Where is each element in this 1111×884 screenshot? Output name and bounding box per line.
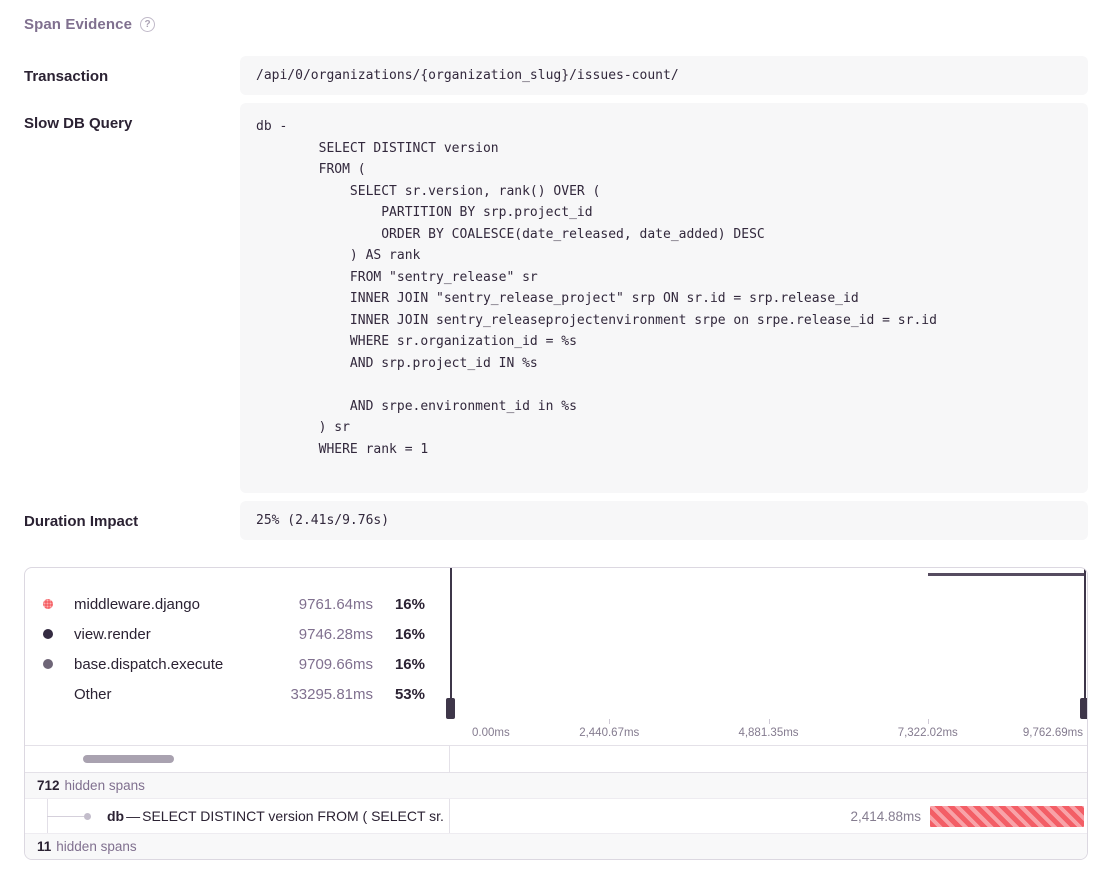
minimap-left-grip-icon <box>446 698 455 719</box>
legend-duration: 9746.28ms <box>298 625 373 643</box>
legend-percent: 16% <box>394 655 425 673</box>
legend-dot-spacer <box>43 689 53 699</box>
scrollbar-thumb[interactable] <box>83 755 174 763</box>
legend-duration: 33295.81ms <box>290 685 373 703</box>
axis-tick-mark <box>927 719 929 724</box>
span-legend: middleware.django 9761.64ms 16% view.ren… <box>25 568 450 745</box>
scrollbar-track[interactable] <box>25 746 450 772</box>
transaction-value: /api/0/organizations/{organization_slug}… <box>240 56 1088 95</box>
evidence-row-transaction: Transaction /api/0/organizations/{organi… <box>24 56 1088 95</box>
legend-op-name: view.render <box>74 625 151 643</box>
scrollbar-row <box>25 746 1087 773</box>
evidence-row-duration-impact: Duration Impact 25% (2.41s/9.76s) <box>24 501 1088 540</box>
hidden-spans-count: 712 <box>37 778 60 793</box>
legend-op-name: base.dispatch.execute <box>74 655 224 673</box>
legend-dot-icon <box>43 599 53 609</box>
duration-impact-value: 25% (2.41s/9.76s) <box>240 501 1088 540</box>
legend-row-middleware-django: middleware.django 9761.64ms 16% <box>43 589 425 619</box>
legend-percent: 16% <box>394 625 425 643</box>
span-tree-row-db[interactable]: db — SELECT DISTINCT version FROM ( SELECT… <box>25 799 1087 833</box>
waterfall-header: middleware.django 9761.64ms 16% view.ren… <box>25 568 1087 746</box>
span-waterfall-card: middleware.django 9761.64ms 16% view.ren… <box>24 567 1088 860</box>
axis-tick-mark <box>609 719 611 724</box>
span-description-text: SELECT DISTINCT version FROM ( SELECT sr… <box>142 808 444 824</box>
legend-dot-icon <box>43 659 53 669</box>
hidden-spans-row-bottom: 11 hidden spans <box>25 833 1087 859</box>
duration-impact-label: Duration Impact <box>24 513 139 530</box>
legend-row-other: Other 33295.81ms 53% <box>43 679 425 709</box>
hidden-spans-row-top: 712 hidden spans <box>25 773 1087 799</box>
span-separator: — <box>126 808 141 824</box>
legend-dot-icon <box>43 629 53 639</box>
span-row-bar-cell: 2,414.88ms <box>450 799 1087 833</box>
span-op: db <box>107 808 125 824</box>
span-row-description-cell: db — SELECT DISTINCT version FROM ( SELECT… <box>25 799 450 833</box>
span-duration-label: 2,414.88ms <box>850 808 921 824</box>
help-icon[interactable]: ? <box>140 17 156 32</box>
evidence-row-slow-db-query: Slow DB Query db - SELECT DISTINCT versi… <box>24 103 1088 493</box>
sql-query-text: db - SELECT DISTINCT version FROM ( SELE… <box>256 119 937 457</box>
axis-label: 0.00ms <box>472 727 510 739</box>
minimap-right-handle[interactable] <box>1080 568 1087 719</box>
time-axis: 0.00ms 2,440.67ms 4,881.35ms 7,322.02ms … <box>450 719 1087 745</box>
legend-duration: 9761.64ms <box>298 595 373 613</box>
legend-percent: 53% <box>394 685 425 703</box>
axis-label: 9,762.69ms <box>1022 727 1083 739</box>
hidden-spans-count: 11 <box>37 839 52 854</box>
axis-label: 4,881.35ms <box>738 727 799 739</box>
minimap-right-grip-icon <box>1080 698 1087 719</box>
hidden-spans-text: hidden spans <box>64 778 145 793</box>
span-minimap[interactable]: 0.00ms 2,440.67ms 4,881.35ms 7,322.02ms … <box>446 568 1087 745</box>
legend-op-name: middleware.django <box>74 595 200 613</box>
minimap-span-line <box>928 573 1085 576</box>
slow-db-query-value: db - SELECT DISTINCT version FROM ( SELE… <box>240 103 1088 493</box>
transaction-label: Transaction <box>24 68 109 85</box>
axis-label: 7,322.02ms <box>897 727 958 739</box>
legend-op-name: Other <box>74 685 112 703</box>
legend-percent: 16% <box>394 595 425 613</box>
minimap-left-handle[interactable] <box>446 568 455 719</box>
legend-row-base-dispatch-execute: base.dispatch.execute 9709.66ms 16% <box>43 649 425 679</box>
span-description: db — SELECT DISTINCT version FROM ( SELECT… <box>25 808 444 824</box>
axis-tick-mark <box>768 719 770 724</box>
tree-connector-line <box>47 816 85 817</box>
axis-label: 2,440.67ms <box>579 727 640 739</box>
tree-connector-dot-icon <box>84 812 91 820</box>
legend-row-view-render: view.render 9746.28ms 16% <box>43 619 425 649</box>
section-header: Span Evidence ? <box>24 16 1088 33</box>
legend-duration: 9709.66ms <box>298 655 373 673</box>
span-duration-bar <box>930 805 1084 827</box>
hidden-spans-text: hidden spans <box>56 839 137 854</box>
slow-db-query-label: Slow DB Query <box>24 115 133 132</box>
section-title: Span Evidence <box>24 16 133 33</box>
scrollbar-row-spacer <box>450 746 1087 772</box>
